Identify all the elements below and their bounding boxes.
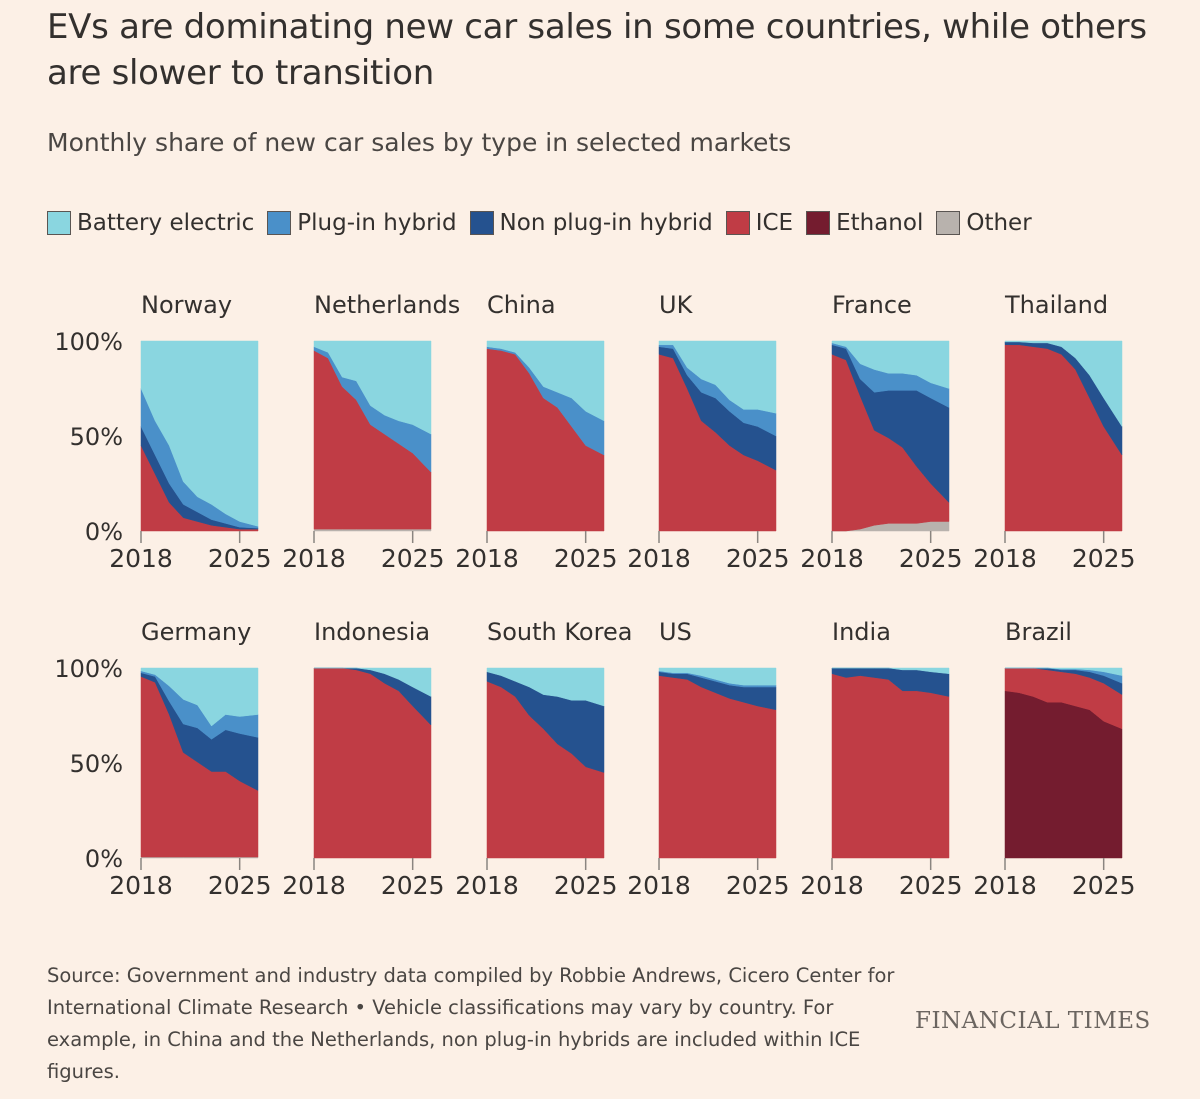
area-battery-electric [832, 667, 950, 674]
panel-title: UK [659, 291, 694, 319]
panel-india: India 2018 2025 [800, 618, 962, 900]
legend-label: Non plug-in hybrid [499, 210, 713, 236]
legend-label: Battery electric [77, 210, 255, 236]
panel-title: Brazil [1005, 618, 1072, 646]
legend-label: ICE [755, 210, 794, 236]
legend-label: Plug-in hybrid [297, 210, 457, 236]
legend-item-battery-electric: Battery electric [47, 210, 254, 236]
legend-item-ethanol: Ethanol [806, 210, 923, 236]
x-tick-label: 2025 [554, 871, 618, 900]
panel-title: France [832, 291, 912, 319]
legend-swatch [47, 211, 71, 235]
legend-label: Ethanol [836, 210, 924, 236]
chart-subtitle: Monthly share of new car sales by type i… [47, 128, 792, 157]
panel-title: Indonesia [314, 618, 430, 646]
panel-title: Thailand [1004, 291, 1108, 319]
x-tick-label: 2025 [208, 544, 272, 573]
y-tick-label: 50% [70, 750, 123, 778]
panel-netherlands: Netherlands 2018 2025 [282, 291, 460, 573]
x-tick-label: 2025 [1072, 871, 1136, 900]
area-battery-electric [658, 667, 777, 686]
x-tick-label: 2018 [627, 544, 691, 573]
legend-swatch [267, 211, 292, 235]
x-tick-label: 2018 [973, 544, 1037, 573]
x-tick-label: 2025 [899, 544, 963, 573]
legend: Battery electric Plug-in hybrid Non plug… [47, 210, 1045, 236]
x-tick-label: 2018 [282, 544, 346, 573]
x-tick-label: 2018 [109, 871, 173, 900]
panel-germany: Germany 2018 2025 100% 50% 0% [54, 618, 271, 900]
panel-us: US 2018 2025 [627, 618, 789, 900]
legend-item-other: Other [936, 210, 1032, 236]
legend-swatch [936, 211, 961, 235]
panel-brazil: Brazil 2018 2025 [973, 618, 1135, 900]
area-ice [831, 673, 950, 859]
panel-title: South Korea [487, 618, 632, 646]
panel-title: Netherlands [314, 291, 460, 319]
legend-swatch [806, 211, 831, 235]
y-tick-label: 0% [85, 845, 123, 873]
x-tick-label: 2018 [455, 544, 519, 573]
area-other [313, 528, 432, 532]
y-tick-label: 0% [85, 518, 123, 546]
x-tick-label: 2025 [554, 544, 618, 573]
x-tick-label: 2025 [381, 871, 445, 900]
panel-indonesia: Indonesia 2018 2025 [282, 618, 444, 900]
panel-title: US [659, 618, 692, 646]
legend-label: Other [966, 210, 1032, 236]
x-tick-label: 2018 [455, 871, 519, 900]
panel-title: China [487, 291, 556, 319]
panel-uk: UK 2018 2025 [627, 291, 789, 573]
panel-title: Norway [141, 291, 232, 319]
panel-title: Germany [141, 618, 251, 646]
chart-title: EVs are dominating new car sales in some… [47, 7, 1147, 93]
legend-swatch [469, 211, 494, 235]
panel-france: France 2018 2025 [800, 291, 962, 573]
x-tick-label: 2025 [726, 871, 790, 900]
x-tick-label: 2025 [726, 544, 790, 573]
area-battery-electric [140, 340, 259, 527]
x-tick-label: 2018 [973, 871, 1037, 900]
panel-thailand: Thailand 2018 2025 [973, 291, 1135, 573]
legend-item-non-plug-in-hybrid: Non plug-in hybrid [469, 210, 713, 236]
area-battery-electric [486, 667, 605, 707]
x-tick-label: 2025 [381, 544, 445, 573]
source-note: Source: Government and industry data com… [47, 964, 895, 1083]
x-tick-label: 2018 [282, 871, 346, 900]
area-battery-electric [140, 667, 259, 727]
y-tick-label: 100% [54, 655, 123, 683]
area-battery-electric [313, 340, 432, 435]
area-battery-electric [1004, 340, 1123, 428]
y-tick-label: 50% [70, 423, 123, 451]
x-tick-label: 2018 [800, 871, 864, 900]
x-tick-label: 2025 [1072, 544, 1136, 573]
panel-norway: Norway 2018 2025 100% 50% 0% [54, 291, 271, 573]
legend-item-plug-in-hybrid: Plug-in hybrid [267, 210, 457, 236]
panel-south-korea: South Korea 2018 2025 [455, 618, 632, 900]
x-tick-label: 2025 [208, 871, 272, 900]
x-tick-label: 2018 [627, 871, 691, 900]
x-tick-label: 2018 [109, 544, 173, 573]
panel-china: China 2018 2025 [455, 291, 617, 573]
y-tick-label: 100% [54, 328, 123, 356]
panel-title: India [832, 618, 891, 646]
area-battery-electric [1005, 667, 1123, 676]
x-tick-label: 2025 [899, 871, 963, 900]
legend-item-ice: ICE [725, 210, 794, 236]
x-tick-label: 2018 [800, 544, 864, 573]
area-battery-electric [831, 340, 950, 389]
legend-swatch [725, 211, 750, 235]
area-battery-electric [314, 667, 432, 697]
area-battery-electric [486, 340, 605, 422]
area-battery-electric [658, 340, 777, 414]
ft-logo: FINANCIAL TIMES [915, 1008, 1151, 1034]
